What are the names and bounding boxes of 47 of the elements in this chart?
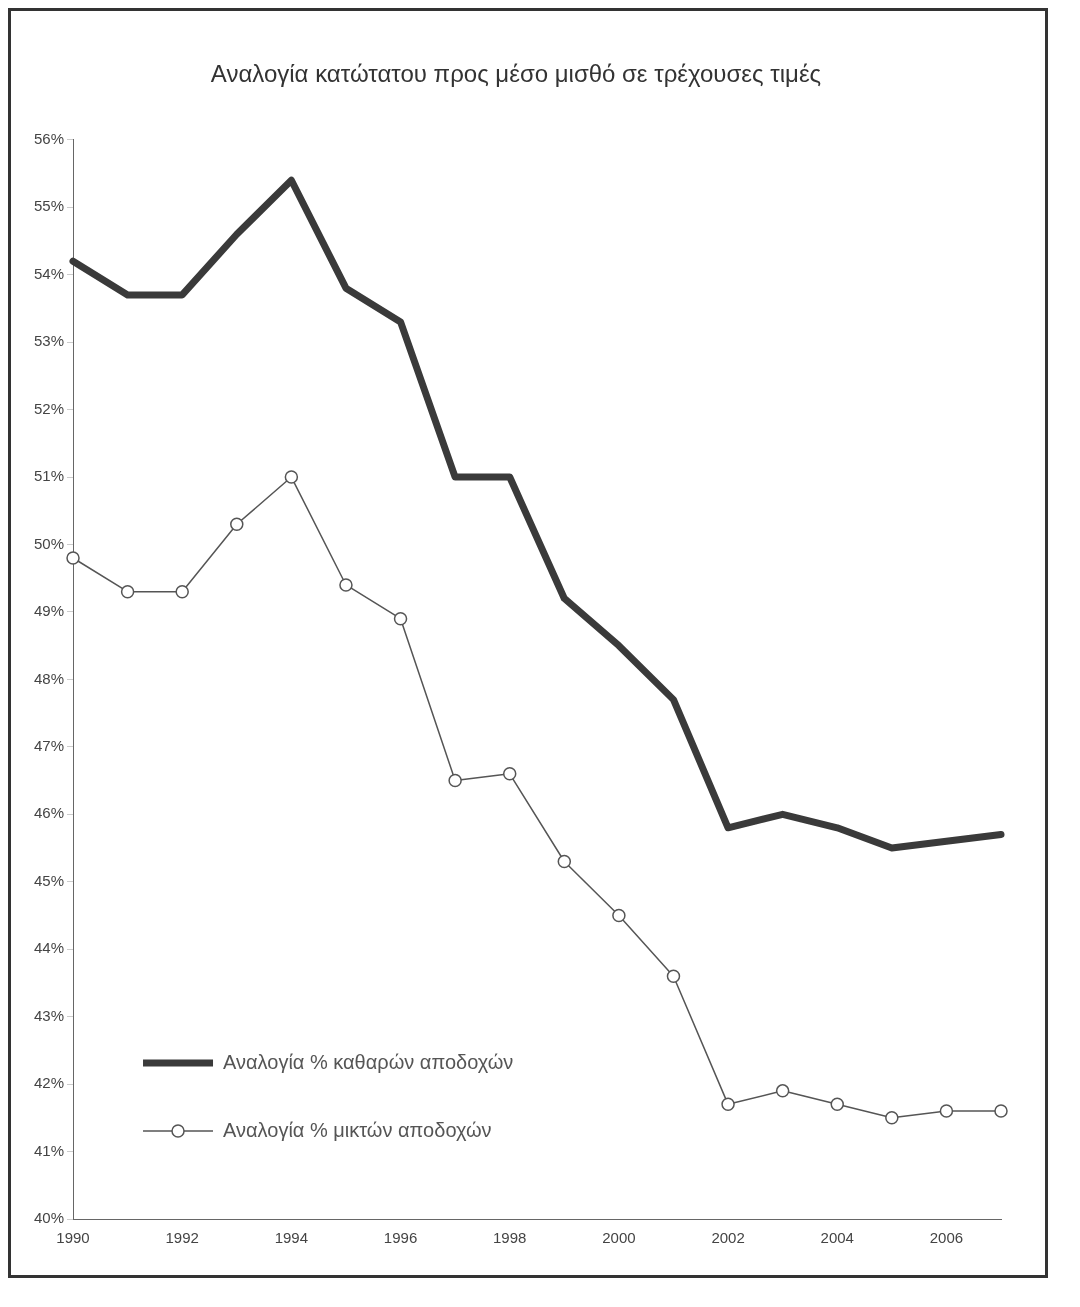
x-tick-label: 1990 (56, 1229, 90, 1247)
y-tick-label: 50% (33, 534, 65, 552)
x-tick-label: 1992 (165, 1229, 199, 1247)
y-tick-label: 46% (33, 804, 65, 822)
y-tick-label: 49% (33, 602, 65, 620)
x-tick-label: 1996 (383, 1229, 418, 1247)
y-tick-label: 47% (33, 736, 65, 754)
point (612, 908, 626, 923)
y-tick-label: 48% (33, 669, 65, 687)
point (120, 584, 135, 599)
y-tick-label: 40% (33, 1209, 65, 1227)
x-tick-label: 1998 (493, 1229, 527, 1247)
y-tick-label: 41% (33, 1141, 65, 1159)
point (448, 773, 462, 788)
point (775, 1084, 790, 1098)
point (557, 854, 572, 869)
y-tick-label: 44% (33, 939, 65, 957)
point (830, 1097, 844, 1112)
legend-label: Αναλογία % μικτών αποδοχών (223, 1118, 492, 1141)
y-tick-label: 51% (33, 467, 65, 485)
y-tick-label: 55% (33, 197, 65, 215)
point (939, 1104, 954, 1118)
point (230, 517, 244, 532)
x-tick-label: 2004 (820, 1229, 854, 1247)
y-tick-label: 42% (33, 1074, 65, 1092)
point (502, 767, 517, 781)
x-tick-label: 2002 (711, 1229, 745, 1247)
y-tick-label: 45% (33, 871, 65, 889)
point (339, 578, 353, 592)
point (393, 611, 408, 626)
point (666, 969, 681, 983)
y-tick-label: 54% (33, 264, 65, 282)
y-tick-label: 52% (33, 399, 65, 417)
point (994, 1104, 1008, 1118)
point (284, 470, 299, 484)
point (175, 584, 189, 599)
legend-label: Αναλογία % καθαρών αποδοχών (223, 1050, 514, 1073)
x-tick-label: 2006 (929, 1229, 964, 1247)
x-tick-label: 2000 (602, 1229, 636, 1247)
point (885, 1111, 899, 1125)
y-tick-label: 56% (33, 129, 65, 147)
chart-title: Αναλογία κατώτατου προς μέσο μισθό σε τρέχουσες τιμές (210, 60, 822, 88)
point (721, 1097, 735, 1112)
y-tick-label: 43% (33, 1006, 65, 1024)
y-tick-label: 53% (33, 332, 65, 350)
x-tick-label: 1994 (274, 1229, 309, 1247)
point (66, 551, 80, 565)
